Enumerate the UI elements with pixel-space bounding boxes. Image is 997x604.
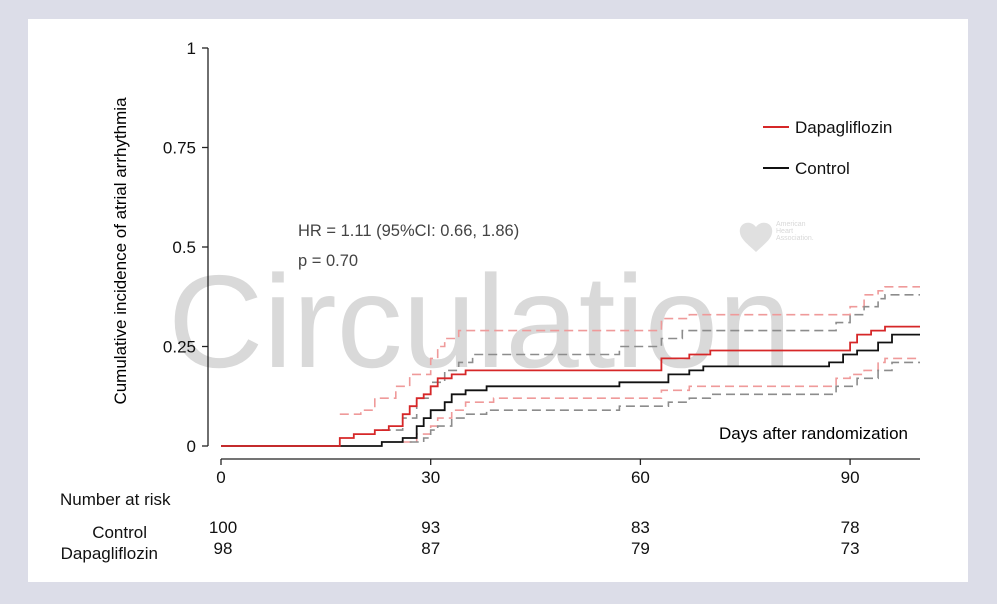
x-axis-label: Days after randomization bbox=[719, 424, 908, 443]
series-control-95-ci-lower bbox=[409, 361, 920, 443]
km-chart: Circulation American Heart Association. … bbox=[60, 39, 920, 563]
risk-row-label: Dapagliflozin bbox=[61, 544, 158, 563]
risk-cell: 87 bbox=[421, 539, 440, 558]
series-dapagliflozin-95-ci-upper bbox=[339, 286, 920, 415]
risk-cell: 83 bbox=[631, 518, 650, 537]
series-dapagliflozin-95-ci-lower bbox=[402, 357, 920, 443]
legend-label-dapagliflozin: Dapagliflozin bbox=[795, 118, 892, 137]
risk-cell: 73 bbox=[841, 539, 860, 558]
y-ticks: 0 0.25 0.5 0.75 1 bbox=[163, 39, 208, 456]
risk-row-label: Control bbox=[92, 523, 147, 542]
risk-table: Number at risk Control 100 93 83 78 Dapaglifl… bbox=[60, 490, 860, 563]
x-tick-label: 0 bbox=[216, 468, 225, 487]
x-tick-label: 90 bbox=[841, 468, 860, 487]
risk-cell: 98 bbox=[214, 539, 233, 558]
legend-label-control: Control bbox=[795, 159, 850, 178]
p-value-annotation: p = 0.70 bbox=[298, 252, 358, 270]
risk-cell: 79 bbox=[631, 539, 650, 558]
aha-logo-line-1: American bbox=[776, 221, 806, 228]
series-dapagliflozin bbox=[221, 325, 920, 447]
chart-panel: Circulation American Heart Association. … bbox=[28, 19, 968, 582]
x-tick-label: 60 bbox=[631, 468, 650, 487]
aha-logo-line-2: Heart bbox=[776, 228, 793, 235]
hr-annotation: HR = 1.11 (95%CI: 0.66, 1.86) bbox=[298, 222, 519, 240]
series-control bbox=[221, 333, 920, 447]
series-control-95-ci-upper bbox=[381, 294, 920, 431]
x-ticks: 0 30 60 90 bbox=[216, 459, 860, 487]
y-axis-label: Cumulative incidence of atrial arrhythmi… bbox=[111, 97, 130, 405]
x-tick-label: 30 bbox=[421, 468, 440, 487]
aha-logo: American Heart Association. bbox=[739, 221, 814, 252]
y-tick-label: 0.25 bbox=[163, 338, 196, 357]
aha-logo-line-3: Association. bbox=[776, 235, 814, 242]
legend: Dapagliflozin Control bbox=[763, 118, 892, 178]
y-tick-label: 0 bbox=[187, 437, 196, 456]
risk-cell: 78 bbox=[841, 518, 860, 537]
risk-cell: 100 bbox=[209, 518, 237, 537]
watermark-text: Circulation bbox=[168, 248, 792, 395]
risk-table-title: Number at risk bbox=[60, 490, 171, 509]
y-tick-label: 0.75 bbox=[163, 139, 196, 158]
risk-cell: 93 bbox=[421, 518, 440, 537]
heart-torch-icon bbox=[739, 222, 773, 252]
y-tick-label: 0.5 bbox=[172, 238, 196, 257]
series-layer bbox=[221, 286, 920, 447]
y-tick-label: 1 bbox=[187, 39, 196, 58]
